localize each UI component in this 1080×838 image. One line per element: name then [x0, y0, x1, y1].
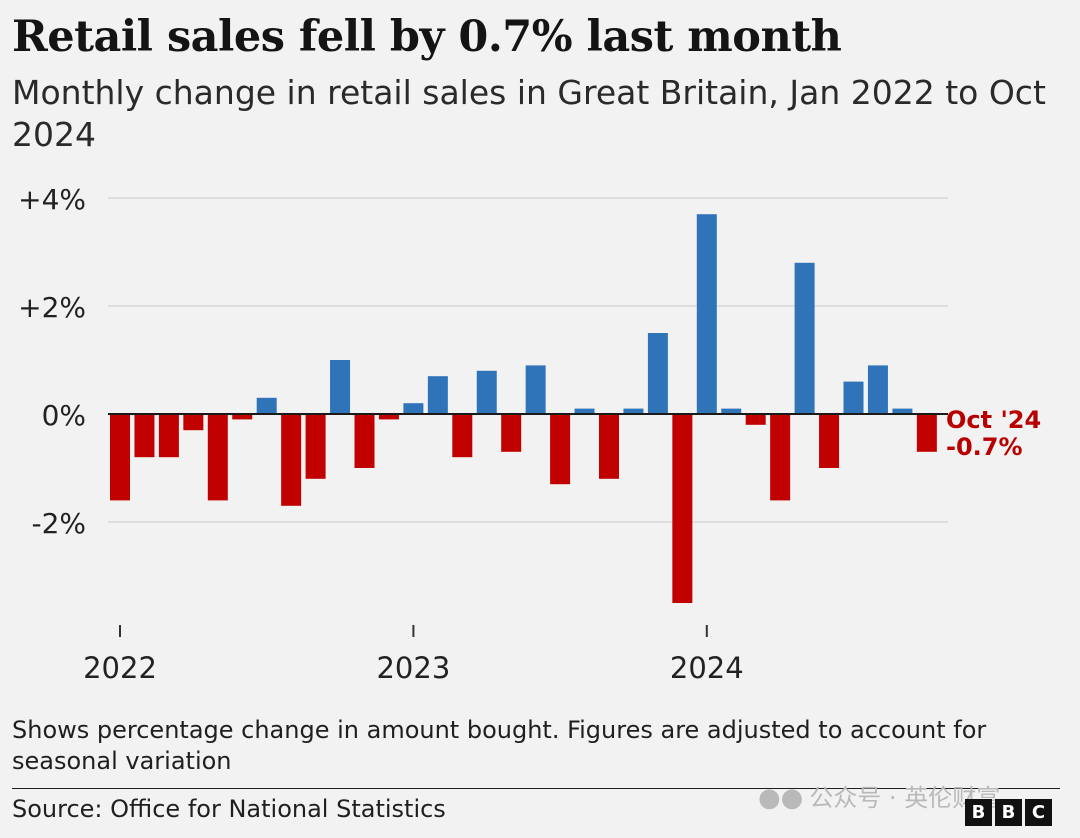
- bar: [378, 414, 399, 420]
- bar: [623, 408, 644, 414]
- bar: [672, 414, 693, 603]
- wechat-icon: ●●: [758, 783, 804, 813]
- bar: [696, 214, 717, 414]
- bar: [207, 414, 228, 501]
- annotation-label: -0.7%: [946, 433, 1023, 461]
- bbc-logo-letter-b2: B: [995, 799, 1022, 826]
- bar: [158, 414, 179, 458]
- bar: [770, 414, 791, 501]
- bbc-logo: B B C: [965, 799, 1052, 826]
- bar: [745, 414, 766, 425]
- annotation-label: Oct '24: [946, 406, 1041, 434]
- bar: [794, 262, 815, 414]
- bbc-logo-letter-c: C: [1025, 799, 1052, 826]
- bar: [452, 414, 473, 458]
- bar: [843, 381, 864, 414]
- bar: [501, 414, 522, 452]
- bar: [110, 414, 130, 501]
- bar: [574, 408, 595, 414]
- bar: [281, 414, 302, 506]
- bar: [183, 414, 204, 431]
- source-credit: Source: Office for National Statistics: [12, 795, 446, 823]
- bar: [476, 370, 497, 414]
- x-tick-label: 2022: [83, 651, 157, 685]
- y-tick-label: +4%: [18, 183, 86, 216]
- footer-divider: [12, 788, 1060, 789]
- chart-title: Retail sales fell by 0.7% last month: [12, 12, 842, 62]
- bar: [721, 408, 742, 414]
- bbc-logo-letter-b1: B: [965, 799, 992, 826]
- bar: [427, 376, 448, 414]
- bar: [647, 333, 668, 414]
- bar: [867, 365, 888, 414]
- bar: [232, 414, 253, 420]
- bar: [599, 414, 619, 479]
- bar: [256, 397, 277, 414]
- bar: [550, 414, 571, 485]
- y-tick-label: 0%: [42, 399, 86, 432]
- bar-chart: +4% +2% 0% -2% 2022 2023 2024 Oct '24-0.7%: [18, 183, 1041, 685]
- x-tick-label: 2023: [376, 651, 450, 685]
- bar: [892, 408, 913, 414]
- bar: [819, 414, 840, 468]
- y-tick-label: -2%: [31, 507, 86, 540]
- x-tick-label: 2024: [670, 651, 744, 685]
- bar: [134, 414, 155, 458]
- y-tick-label: +2%: [18, 291, 86, 324]
- chart-subtitle: Monthly change in retail sales in Great …: [12, 73, 1046, 154]
- bar: [354, 414, 375, 468]
- bar: [525, 365, 546, 414]
- bar: [403, 403, 424, 414]
- watermark: ●● 公众号 · 英伦财富: [758, 778, 1000, 813]
- bar: [305, 414, 326, 479]
- chart-footnote: Shows percentage change in amount bought…: [12, 716, 987, 775]
- bar: [916, 414, 937, 452]
- bar: [330, 360, 351, 414]
